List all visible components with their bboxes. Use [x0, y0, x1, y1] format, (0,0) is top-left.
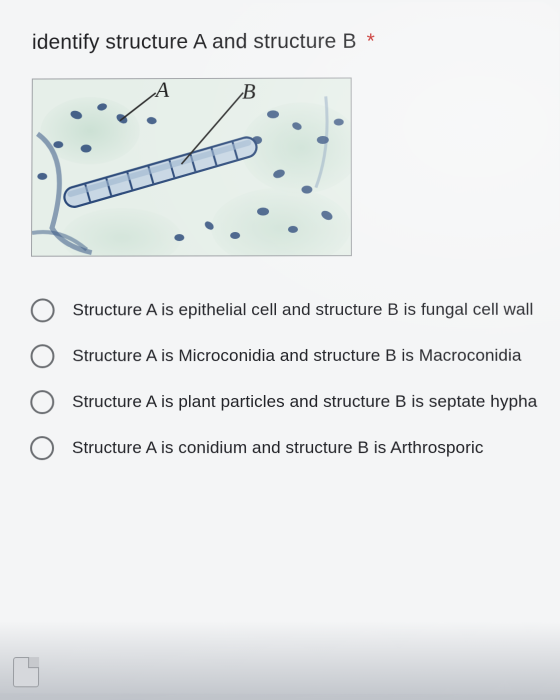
option-1[interactable]: Structure A is Microconidia and structur… — [30, 344, 560, 369]
required-asterisk: * — [367, 30, 375, 53]
question-title: identify structure A and structure B * — [32, 29, 560, 55]
figure-label-b: B — [242, 80, 255, 104]
option-label: Structure A is conidium and structure B … — [72, 438, 484, 458]
radio-icon — [31, 298, 55, 322]
option-label: Structure A is Microconidia and structur… — [72, 346, 521, 366]
radio-icon — [30, 436, 54, 460]
quiz-page: identify structure A and structure B * — [0, 0, 560, 694]
page-icon — [13, 657, 39, 687]
radio-icon — [30, 390, 54, 414]
option-0[interactable]: Structure A is epithelial cell and struc… — [31, 298, 560, 323]
option-3[interactable]: Structure A is conidium and structure B … — [30, 436, 560, 460]
question-text: identify structure A and structure B — [32, 30, 357, 54]
option-label: Structure A is epithelial cell and struc… — [73, 300, 534, 321]
option-label: Structure A is plant particles and struc… — [72, 392, 537, 412]
microscope-image: A B — [31, 77, 352, 256]
photo-wrap: identify structure A and structure B * — [0, 2, 560, 700]
figure-label-a: A — [154, 78, 170, 101]
options-group: Structure A is epithelial cell and struc… — [30, 298, 560, 460]
option-2[interactable]: Structure A is plant particles and struc… — [30, 390, 560, 414]
radio-icon — [30, 344, 54, 368]
